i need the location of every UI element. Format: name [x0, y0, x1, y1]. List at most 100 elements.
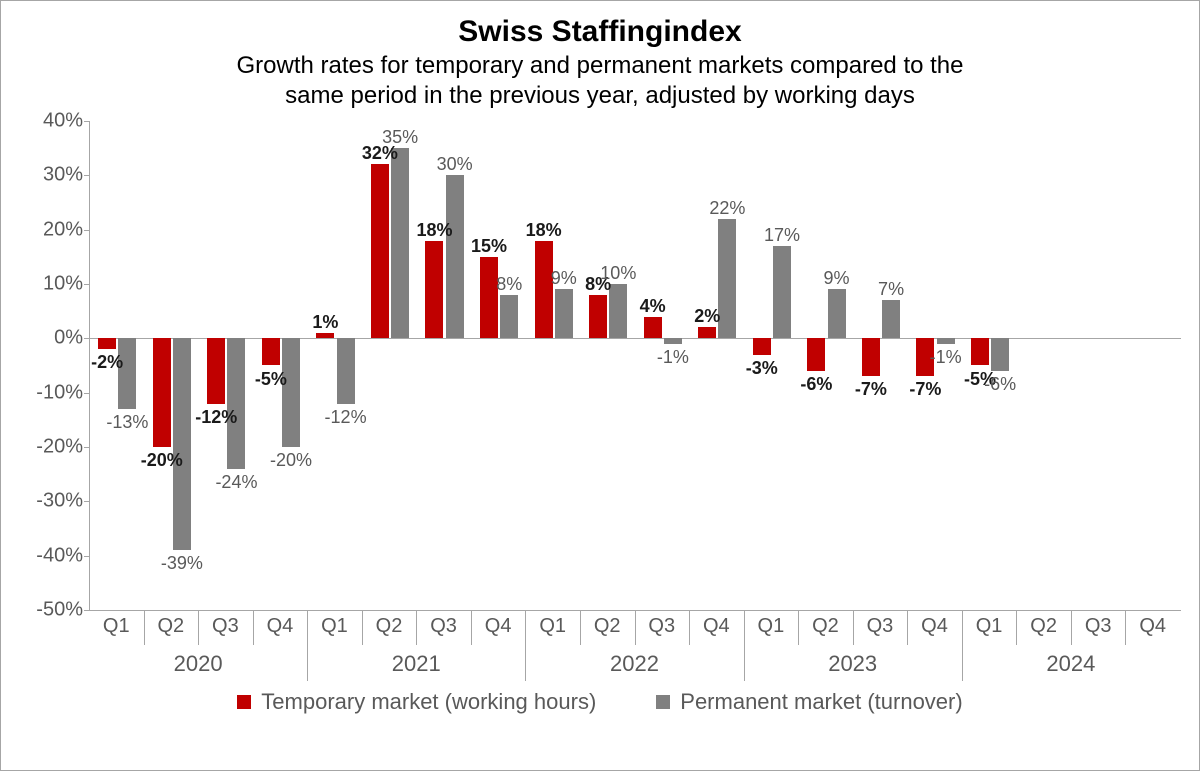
x-quarter-separator — [144, 611, 145, 645]
chart-frame: Swiss Staffingindex Growth rates for tem… — [0, 0, 1200, 771]
bar-permanent — [173, 338, 191, 550]
x-year-label: 2020 — [89, 651, 307, 677]
data-label-permanent: 9% — [824, 269, 850, 287]
x-quarter-label: Q3 — [635, 615, 690, 638]
y-tick-label: -50% — [36, 599, 83, 622]
x-quarter-label: Q1 — [744, 615, 799, 638]
x-quarter-label: Q3 — [416, 615, 471, 638]
y-tick-label: 30% — [43, 164, 83, 187]
x-quarter-label: Q2 — [798, 615, 853, 638]
y-tick-label: 10% — [43, 273, 83, 296]
data-label-permanent: 17% — [764, 226, 800, 244]
data-label-permanent: 30% — [437, 155, 473, 173]
chart-title: Swiss Staffingindex — [19, 15, 1181, 49]
x-quarter-label: Q2 — [144, 615, 199, 638]
plot-canvas: -2%-13%-20%-39%-12%-24%-5%-20%1%-12%32%3… — [89, 121, 1181, 611]
x-year-separator — [962, 611, 963, 681]
x-quarter-separator — [853, 611, 854, 645]
x-axis-year-row: 20202021202220232024 — [89, 651, 1181, 681]
legend-label-temporary: Temporary market (working hours) — [261, 689, 596, 715]
bar-temporary — [644, 317, 662, 339]
x-quarter-separator — [580, 611, 581, 645]
bar-permanent — [282, 338, 300, 447]
y-tick-label: -20% — [36, 436, 83, 459]
data-label-permanent: -1% — [657, 348, 689, 366]
y-tick-label: 20% — [43, 218, 83, 241]
data-label-temporary: 18% — [526, 221, 562, 239]
legend-swatch-permanent — [656, 695, 670, 709]
data-label-permanent: 22% — [709, 199, 745, 217]
bar-temporary — [535, 241, 553, 339]
data-label-temporary: -2% — [91, 353, 123, 371]
bar-temporary — [207, 338, 225, 403]
bar-temporary — [807, 338, 825, 371]
zero-line — [90, 338, 1181, 339]
data-label-temporary: 2% — [694, 307, 720, 325]
x-quarter-separator — [635, 611, 636, 645]
x-year-label: 2023 — [744, 651, 962, 677]
x-year-separator — [307, 611, 308, 681]
x-quarter-label: Q3 — [198, 615, 253, 638]
legend-label-permanent: Permanent market (turnover) — [680, 689, 962, 715]
data-label-permanent: -20% — [270, 451, 312, 469]
data-label-temporary: -7% — [855, 380, 887, 398]
y-tick-mark — [84, 556, 90, 557]
bar-permanent — [118, 338, 136, 409]
bar-permanent — [227, 338, 245, 468]
y-tick-label: -30% — [36, 490, 83, 513]
x-quarter-separator — [253, 611, 254, 645]
bar-temporary — [698, 327, 716, 338]
data-label-permanent: -1% — [930, 348, 962, 366]
x-quarter-label: Q2 — [580, 615, 635, 638]
y-tick-mark — [84, 230, 90, 231]
y-tick-mark — [84, 501, 90, 502]
y-axis: 40%30%20%10%0%-10%-20%-30%-40%-50% — [19, 121, 89, 611]
data-label-permanent: 8% — [496, 275, 522, 293]
x-quarter-separator — [198, 611, 199, 645]
x-quarter-separator — [416, 611, 417, 645]
x-quarter-separator — [689, 611, 690, 645]
data-label-temporary: -7% — [909, 380, 941, 398]
bar-permanent — [337, 338, 355, 403]
x-axis: Q1Q2Q3Q4Q1Q2Q3Q4Q1Q2Q3Q4Q1Q2Q3Q4Q1Q2Q3Q4… — [89, 611, 1181, 681]
legend-swatch-temporary — [237, 695, 251, 709]
data-label-temporary: 15% — [471, 237, 507, 255]
data-label-temporary: -12% — [195, 408, 237, 426]
bar-temporary — [371, 164, 389, 338]
y-tick-label: -40% — [36, 544, 83, 567]
data-label-permanent: -24% — [215, 473, 257, 491]
bar-permanent — [991, 338, 1009, 371]
x-quarter-label: Q3 — [1071, 615, 1126, 638]
bar-permanent — [828, 289, 846, 338]
bar-temporary — [589, 295, 607, 338]
x-quarter-label: Q1 — [962, 615, 1017, 638]
data-label-permanent: 9% — [551, 269, 577, 287]
legend: Temporary market (working hours) Permane… — [19, 689, 1181, 715]
x-year-separator — [744, 611, 745, 681]
data-label-temporary: -5% — [255, 370, 287, 388]
data-label-temporary: -3% — [746, 359, 778, 377]
x-quarter-separator — [362, 611, 363, 645]
x-quarter-label: Q1 — [89, 615, 144, 638]
x-quarter-label: Q4 — [1125, 615, 1180, 638]
y-tick-mark — [84, 284, 90, 285]
data-label-permanent: -39% — [161, 554, 203, 572]
y-tick-mark — [84, 175, 90, 176]
bar-permanent — [555, 289, 573, 338]
data-label-permanent: -6% — [984, 375, 1016, 393]
data-label-permanent: -13% — [106, 413, 148, 431]
data-label-temporary: -6% — [800, 375, 832, 393]
bar-temporary — [480, 257, 498, 339]
bar-temporary — [425, 241, 443, 339]
chart-title-block: Swiss Staffingindex Growth rates for tem… — [19, 15, 1181, 111]
bar-permanent — [937, 338, 955, 343]
x-year-separator — [525, 611, 526, 681]
data-label-permanent: 10% — [600, 264, 636, 282]
bar-temporary — [862, 338, 880, 376]
y-tick-label: 40% — [43, 110, 83, 133]
bar-permanent — [500, 295, 518, 338]
bar-temporary — [153, 338, 171, 447]
bar-permanent — [718, 219, 736, 339]
x-quarter-label: Q3 — [853, 615, 908, 638]
y-tick-label: 0% — [54, 327, 83, 350]
